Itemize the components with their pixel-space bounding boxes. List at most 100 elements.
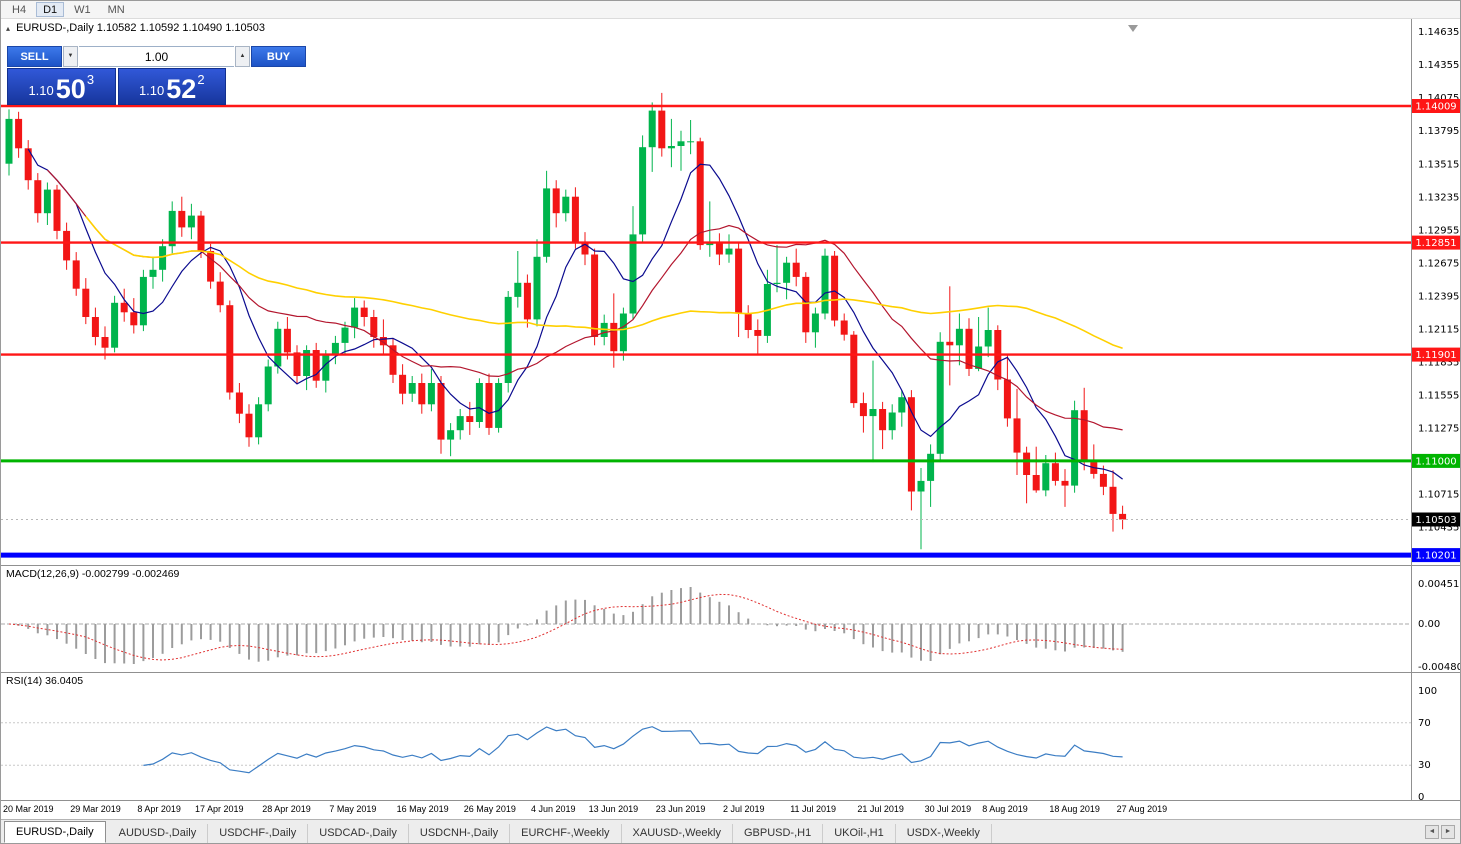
svg-text:1.13515: 1.13515 [1418, 159, 1459, 170]
candle-body [965, 328, 973, 369]
candle-body [1023, 452, 1031, 475]
candle-body [341, 327, 349, 343]
sell-price-box[interactable]: 1.10 50 3 [7, 68, 116, 105]
price-badge-1.14009: 1.14009 [1412, 99, 1460, 113]
candle-body [255, 404, 263, 438]
candle-body [792, 262, 800, 277]
chart-tab[interactable]: UKOil-,H1 [823, 824, 896, 843]
chart-tab[interactable]: EURCHF-,Weekly [510, 824, 622, 843]
date-label: 29 Mar 2019 [70, 804, 121, 814]
candle-body [24, 148, 32, 181]
chart-tab[interactable]: USDCAD-,Daily [308, 824, 409, 843]
candle-body [360, 307, 368, 317]
macd-panel[interactable]: 0.004517 0.00 -0.004806 MACD(12,26,9) -0.0… [1, 565, 1460, 672]
volume-increase-button[interactable]: ▲ [235, 46, 250, 67]
main-chart-canvas[interactable]: 1.14635 1.14355 1.14075 1.13795 1.13515 1.132… [1, 19, 1460, 565]
candle-body [475, 383, 483, 422]
candle-body [936, 341, 944, 454]
chart-tab[interactable]: USDCHF-,Daily [208, 824, 309, 843]
candle-body [82, 288, 90, 317]
candle-body [130, 312, 138, 326]
timeframe-button-d1[interactable]: D1 [36, 2, 65, 17]
candle-body [226, 305, 234, 393]
ma-mid-line[interactable] [46, 169, 1123, 431]
candle-body [274, 328, 282, 367]
candle-body [610, 322, 618, 352]
chart-tab[interactable]: AUDUSD-,Daily [108, 824, 209, 843]
svg-text:100: 100 [1418, 686, 1437, 697]
candle-body [1119, 513, 1127, 520]
chart-tab[interactable]: USDX-,Weekly [896, 824, 992, 843]
rsi-panel[interactable]: 100 70 30 0 RSI(14) 36.0405 [1, 672, 1460, 800]
candle-body [783, 262, 791, 283]
svg-text:1.14355: 1.14355 [1418, 60, 1459, 71]
candle-body [399, 374, 407, 394]
candle-body [370, 317, 378, 337]
candle-body [1042, 463, 1050, 491]
svg-text:1.14009: 1.14009 [1415, 102, 1456, 113]
timeframe-button-h4[interactable]: H4 [12, 4, 27, 16]
chart-tab-bar: EURUSD-,Daily AUDUSD-,Daily USDCHF-,Daily U… [1, 819, 1460, 843]
candle-body [293, 352, 301, 376]
candle-body [322, 354, 330, 381]
timeframe-button-w1[interactable]: W1 [74, 4, 91, 16]
candle-body [216, 281, 224, 306]
candle-body [581, 241, 589, 255]
candle-body [869, 409, 877, 417]
date-label: 13 Jun 2019 [588, 804, 639, 814]
sell-price-small: 1.10 [28, 83, 54, 98]
macd-canvas[interactable]: 0.004517 0.00 -0.004806 [1, 566, 1460, 672]
tab-scroll-left-button[interactable]: ◄ [1425, 825, 1439, 839]
candle-body [1099, 473, 1107, 487]
candle-body [658, 110, 666, 149]
candle-body [744, 313, 752, 330]
ma-fast-line[interactable] [27, 148, 1123, 480]
candle-body [831, 255, 839, 321]
price-badge-1.11000: 1.11000 [1412, 453, 1460, 468]
svg-text:0.004517: 0.004517 [1418, 579, 1460, 590]
rsi-value: 36.0405 [45, 675, 84, 687]
date-label: 11 Jul 2019 [790, 804, 837, 814]
chart-tab[interactable]: GBPUSD-,H1 [733, 824, 824, 843]
svg-text:1.11555: 1.11555 [1418, 390, 1459, 401]
candle-body [139, 276, 147, 326]
candle-body [418, 383, 426, 405]
chart-shift-marker[interactable] [1128, 25, 1138, 32]
ma-slow-line[interactable] [85, 215, 1123, 350]
candle-body [821, 255, 829, 314]
candle-body [1080, 410, 1088, 463]
rsi-canvas[interactable]: 100 70 30 0 [1, 673, 1460, 800]
date-label: 8 Aug 2019 [982, 804, 1028, 814]
date-label: 21 Jul 2019 [857, 804, 904, 814]
chart-tab[interactable]: XAUUSD-,Weekly [622, 824, 733, 843]
candle-body [149, 269, 157, 277]
main-chart-panel[interactable]: 1.14635 1.14355 1.14075 1.13795 1.13515 1.132… [1, 19, 1460, 565]
macd-name-label: MACD(12,26,9) [6, 568, 79, 580]
candle-body [312, 350, 320, 381]
timeframe-toolbar: H4 D1 W1 MN [1, 1, 1460, 19]
buy-button[interactable]: BUY [251, 46, 306, 67]
buy-price-box[interactable]: 1.10 52 2 [117, 68, 226, 105]
macd-header: MACD(12,26,9) -0.002799 -0.002469 [6, 568, 179, 580]
svg-text:1.12851: 1.12851 [1415, 238, 1456, 249]
sell-price-sup: 3 [86, 72, 95, 87]
buy-price-sup: 2 [197, 72, 205, 87]
svg-text:1.13795: 1.13795 [1418, 126, 1459, 137]
candle-body [5, 118, 13, 164]
date-label: 16 May 2019 [396, 804, 449, 814]
candle-body [408, 383, 416, 394]
chart-tab[interactable]: EURUSD-,Daily [4, 821, 106, 843]
horizontal-level-lines [1, 104, 1411, 558]
candle-body [1032, 475, 1040, 491]
tab-scroll-right-button[interactable]: ► [1441, 825, 1455, 839]
timeframe-button-mn[interactable]: MN [107, 4, 125, 16]
svg-text:1.10435: 1.10435 [1418, 523, 1459, 534]
candle-body [735, 248, 743, 314]
time-axis[interactable]: 20 Mar 2019 29 Mar 2019 8 Apr 2019 17 Apr 2… [1, 800, 1460, 819]
sell-button[interactable]: SELL [7, 46, 62, 67]
svg-text:1.12955: 1.12955 [1418, 225, 1459, 236]
chart-tab[interactable]: USDCNH-,Daily [409, 824, 511, 843]
svg-text:1.12395: 1.12395 [1418, 291, 1459, 302]
volume-input[interactable] [79, 46, 234, 67]
volume-decrease-button[interactable]: ▼ [63, 46, 78, 67]
